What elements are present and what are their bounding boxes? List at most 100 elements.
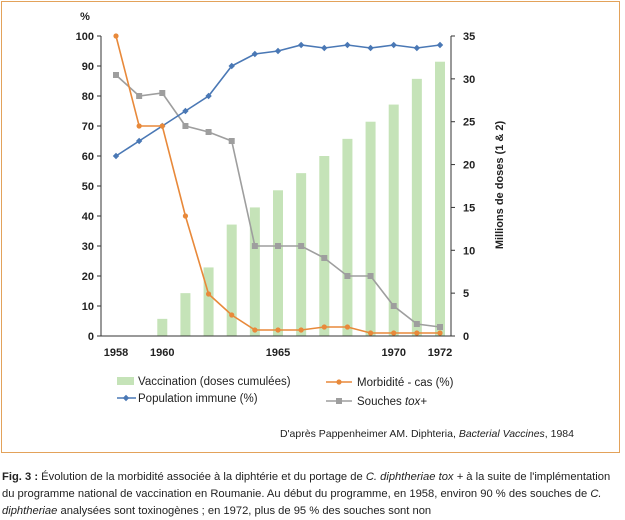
left-tick-label: 60: [82, 151, 94, 163]
square-marker: [251, 243, 258, 249]
circle-marker: [391, 330, 397, 336]
vaccination-bar: [249, 207, 260, 336]
circle-marker: [229, 312, 235, 318]
chart: 0 10 20 30 40 50 60 70 80 90 100 0 5 10 15 20 25 30 35 1958…: [76, 11, 506, 408]
circle-marker: [414, 330, 420, 336]
vaccination-bar: [435, 61, 445, 336]
diamond-marker: [122, 394, 130, 402]
square-marker: [413, 321, 420, 327]
diamond-marker: [205, 92, 212, 100]
vaccination-bar: [296, 173, 307, 336]
caption-text-3: analysées sont toxinogènes ; en 1972, pl…: [57, 505, 432, 517]
source-suffix: , 1984: [544, 428, 574, 440]
circle-marker: [344, 324, 351, 330]
right-tick-label: 0: [463, 331, 469, 343]
legend-swatch-vaccination: [117, 377, 134, 385]
diamond-marker: [390, 41, 397, 49]
source-italic: Bacterial Vaccines: [458, 428, 545, 440]
square-marker: [344, 273, 351, 279]
square-marker: [321, 255, 328, 261]
legend-label-vaccination: Vaccination (doses cumulées): [138, 376, 291, 388]
right-tick-label: 10: [463, 245, 475, 257]
vaccination-bar: [388, 104, 399, 336]
x-tick-label: 1958: [104, 347, 128, 359]
left-tick-label: 20: [82, 271, 94, 283]
diamond-marker: [135, 137, 143, 145]
circle-marker: [367, 330, 374, 336]
caption-text-1: Évolution de la morbidité associée à la …: [38, 471, 366, 483]
left-tick-label: 90: [82, 61, 94, 73]
square-marker: [182, 123, 189, 129]
right-axis-label: Millions de doses (1 & 2): [494, 120, 506, 249]
square-marker: [298, 243, 305, 249]
vaccination-bar: [203, 267, 214, 336]
vaccination-bar: [273, 190, 283, 336]
circle-marker: [437, 330, 443, 336]
legend-label-souches: Souches tox+: [357, 396, 427, 408]
diamond-marker: [228, 62, 235, 70]
right-tick-label: 20: [463, 160, 475, 172]
square-marker: [437, 324, 443, 330]
circle-marker: [159, 123, 165, 129]
circle-marker: [275, 327, 281, 333]
vaccination-bar: [180, 293, 191, 336]
diamond-marker: [367, 44, 374, 52]
diamond-marker: [112, 152, 120, 160]
circle-marker: [182, 213, 189, 219]
diamond-marker: [251, 50, 259, 58]
circle-marker: [113, 33, 119, 39]
circle-marker: [336, 379, 342, 385]
square-marker: [136, 93, 143, 99]
circle-marker: [136, 123, 142, 129]
diamond-marker: [274, 47, 282, 55]
diamond-marker: [182, 107, 189, 115]
x-tick-label: 1965: [266, 347, 290, 359]
legend: Vaccination (doses cumulées) Morbidité - …: [117, 376, 454, 408]
left-tick-label: 100: [76, 31, 94, 43]
right-tick-label: 30: [463, 74, 475, 86]
vaccination-bar: [411, 78, 422, 336]
square-marker: [367, 273, 374, 279]
left-tick-label: 0: [88, 331, 94, 343]
left-axis-unit: %: [80, 11, 90, 23]
vaccination-bar: [157, 318, 168, 336]
caption-text-2: à la suite de l'implémentation du progra…: [2, 471, 611, 500]
figure-frame: [1, 1, 620, 453]
square-marker: [390, 303, 397, 309]
left-tick-label: 80: [82, 91, 94, 103]
square-marker: [205, 129, 212, 135]
series-lines: [112, 33, 444, 336]
right-tick-label: 25: [463, 117, 475, 129]
square-marker: [275, 243, 281, 249]
vaccination-bar: [226, 224, 237, 336]
x-tick-label: 1970: [381, 347, 405, 359]
source-prefix: D'après Pappenheimer AM. Diphteria,: [279, 428, 459, 440]
caption-italic-1: C. diphtheriae tox +: [365, 471, 464, 483]
x-tick-label: 1972: [428, 347, 452, 359]
circle-marker: [205, 291, 212, 297]
diamond-marker: [321, 44, 328, 52]
left-tick-label: 30: [82, 241, 94, 253]
right-tick-label: 15: [463, 202, 475, 214]
vaccination-bars: [157, 61, 445, 336]
diamond-marker: [344, 41, 351, 49]
legend-label-morbidite: Morbidité - cas (%): [357, 377, 454, 389]
left-tick-label: 70: [82, 121, 94, 133]
figure-caption: Fig. 3 : Évolution de la morbidité assoc…: [2, 469, 623, 520]
caption-italic-2: C. diphtheriae: [2, 488, 602, 517]
square-marker: [336, 398, 342, 404]
right-tick-label: 35: [463, 31, 475, 43]
x-tick-label: 1960: [150, 347, 174, 359]
vaccination-bar: [365, 121, 376, 336]
left-tick-label: 10: [82, 301, 94, 313]
square-marker: [159, 90, 166, 96]
diamond-marker: [413, 44, 421, 52]
circle-marker: [298, 327, 304, 333]
right-tick-label: 5: [463, 288, 469, 300]
vaccination-bar: [342, 138, 353, 336]
legend-label-population: Population immune (%): [138, 393, 258, 405]
diamond-marker: [436, 41, 444, 49]
vaccination-bar: [319, 156, 330, 336]
left-tick-label: 50: [82, 181, 94, 193]
square-marker: [228, 138, 235, 144]
